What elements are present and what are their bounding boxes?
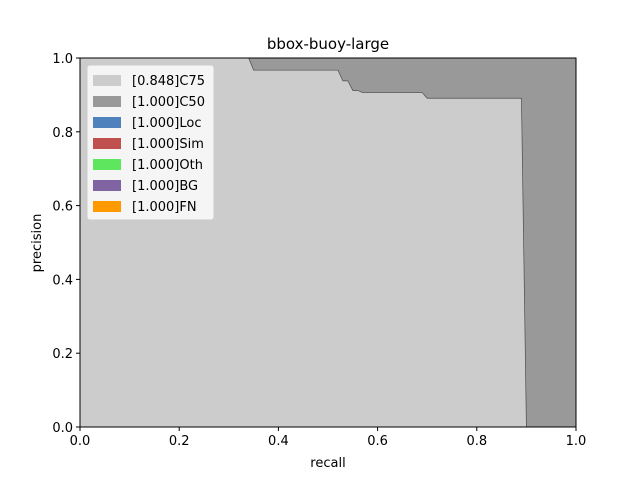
- x-tick-label: 0.4: [268, 434, 289, 449]
- x-tick-label: 0.8: [466, 434, 487, 449]
- x-tick-label: 0.2: [169, 434, 190, 449]
- y-tick-label: 0.0: [52, 421, 73, 436]
- legend-label: [1.000]BG: [132, 179, 198, 194]
- legend-label: [1.000]Loc: [132, 116, 201, 131]
- legend-label: [0.848]C75: [132, 74, 205, 89]
- legend-label: [1.000]FN: [132, 200, 197, 215]
- curve--0-848-c75: [80, 57, 527, 428]
- y-tick-label: 1.0: [52, 52, 73, 67]
- legend-swatch: [93, 96, 121, 107]
- x-tick-label: 0.0: [70, 434, 91, 449]
- legend-label: [1.000]Oth: [132, 158, 203, 173]
- plot-frame: [79, 57, 577, 428]
- legend-swatch: [93, 117, 121, 128]
- y-tick-label: 0.4: [52, 273, 73, 288]
- y-axis-label: precision: [30, 214, 45, 273]
- legend-swatch: [93, 159, 121, 170]
- y-tick-label: 0.6: [52, 200, 73, 215]
- axes-layer: 0.0 0.2 0.4 0.6 0.8 1.0 0.0 0.2 0.4 0.6 0.8 1.0: [52, 52, 586, 449]
- chart-title: bbox-buoy-large: [267, 35, 389, 53]
- x-tick-label: 1.0: [566, 434, 587, 449]
- legend-swatch: [93, 201, 121, 212]
- legend-label: [1.000]C50: [132, 95, 205, 110]
- legend-swatch: [93, 180, 121, 191]
- y-tick-label: 0.8: [52, 126, 73, 141]
- y-tick-label: 0.2: [52, 347, 73, 362]
- x-tick-label: 0.6: [367, 434, 388, 449]
- legend-swatch: [93, 138, 121, 149]
- legend: [0.848]C75 [1.000]C50 [1.000]Loc [1.000]Sim…: [86, 64, 215, 221]
- legend-swatch: [93, 75, 121, 86]
- x-axis-label: recall: [310, 456, 345, 471]
- legend-label: [1.000]Sim: [132, 137, 204, 152]
